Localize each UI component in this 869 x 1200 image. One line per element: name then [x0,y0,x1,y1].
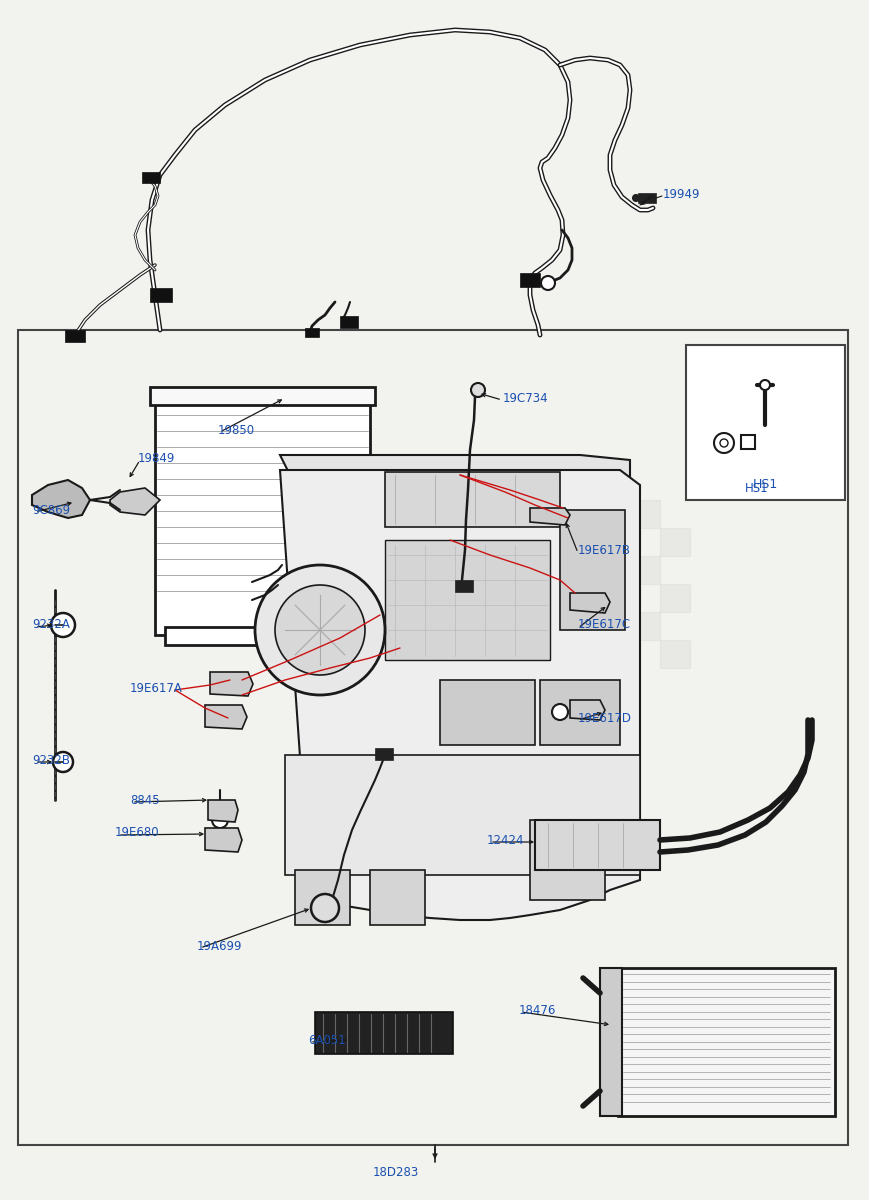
Text: 19E617A: 19E617A [129,682,182,695]
Bar [617,968,834,1116]
Text: 19850: 19850 [218,424,255,437]
Polygon shape [205,828,242,852]
Bar [569,612,600,640]
Text: scuderia: scuderia [202,599,416,642]
Bar [509,556,540,584]
Text: 19949: 19949 [662,187,700,200]
Circle shape [541,276,554,290]
Polygon shape [569,700,604,720]
Bar [520,272,540,287]
Bar [569,500,600,528]
Bar [600,528,629,556]
Text: 9C869: 9C869 [32,504,70,516]
Bar [629,556,660,584]
Bar [18,330,847,1145]
Polygon shape [205,704,247,728]
Text: HS1: HS1 [752,479,777,492]
Bar [149,386,375,404]
Bar [529,820,604,900]
Polygon shape [529,508,569,526]
Bar [285,755,640,875]
Polygon shape [280,470,640,920]
Text: 18D283: 18D283 [373,1165,419,1178]
Bar [660,640,689,668]
Circle shape [713,433,733,452]
Bar [305,328,319,337]
Text: 19E680: 19E680 [115,827,159,840]
Bar [385,540,549,660]
Circle shape [720,439,727,446]
Bar [385,472,560,527]
Text: 12424: 12424 [487,834,524,846]
Bar [295,870,349,925]
Circle shape [310,894,339,922]
Polygon shape [280,455,629,515]
Circle shape [212,812,228,828]
Polygon shape [109,488,160,515]
Circle shape [51,613,75,637]
Bar [629,500,660,528]
Bar [740,434,754,449]
Bar [369,870,425,925]
Bar [600,968,621,1116]
Text: 19E617B: 19E617B [577,544,630,557]
Bar [600,640,629,668]
Text: 9232A: 9232A [32,618,70,631]
Bar [149,288,172,302]
Circle shape [760,380,769,390]
Circle shape [633,194,638,200]
Polygon shape [32,480,90,518]
Bar [660,528,689,556]
Bar [540,528,569,556]
Circle shape [53,752,73,772]
Polygon shape [208,800,238,822]
Circle shape [551,704,567,720]
Bar [440,680,534,745]
Bar [540,680,620,745]
Text: 9232B: 9232B [32,754,70,767]
Bar [155,395,369,635]
Text: 19E617C: 19E617C [577,618,630,631]
Text: 6A051: 6A051 [308,1033,345,1046]
Text: c a r: c a r [461,598,517,622]
Bar [534,820,660,870]
Bar [454,580,473,592]
Circle shape [255,565,385,695]
Bar [569,556,600,584]
Bar [315,1012,453,1054]
Bar [142,172,160,182]
Polygon shape [569,593,609,613]
Text: 19A699: 19A699 [196,940,242,953]
Bar [629,612,660,640]
Text: 8845: 8845 [129,793,159,806]
Bar [375,748,393,760]
Circle shape [275,584,365,674]
Bar [165,626,360,646]
Text: 19E617D: 19E617D [577,712,631,725]
Bar [560,510,624,630]
Circle shape [470,383,484,397]
Polygon shape [209,672,253,696]
Text: 18476: 18476 [519,1003,556,1016]
Text: 19849: 19849 [138,451,176,464]
Bar [637,193,655,203]
Text: HS1: HS1 [745,481,768,494]
Bar [540,640,569,668]
Bar [65,330,85,342]
Text: 19C734: 19C734 [502,391,548,404]
Bar [600,584,629,612]
Bar [509,612,540,640]
Bar [509,500,540,528]
Bar [660,584,689,612]
Bar [540,584,569,612]
Bar [686,346,844,500]
Bar [340,316,357,328]
